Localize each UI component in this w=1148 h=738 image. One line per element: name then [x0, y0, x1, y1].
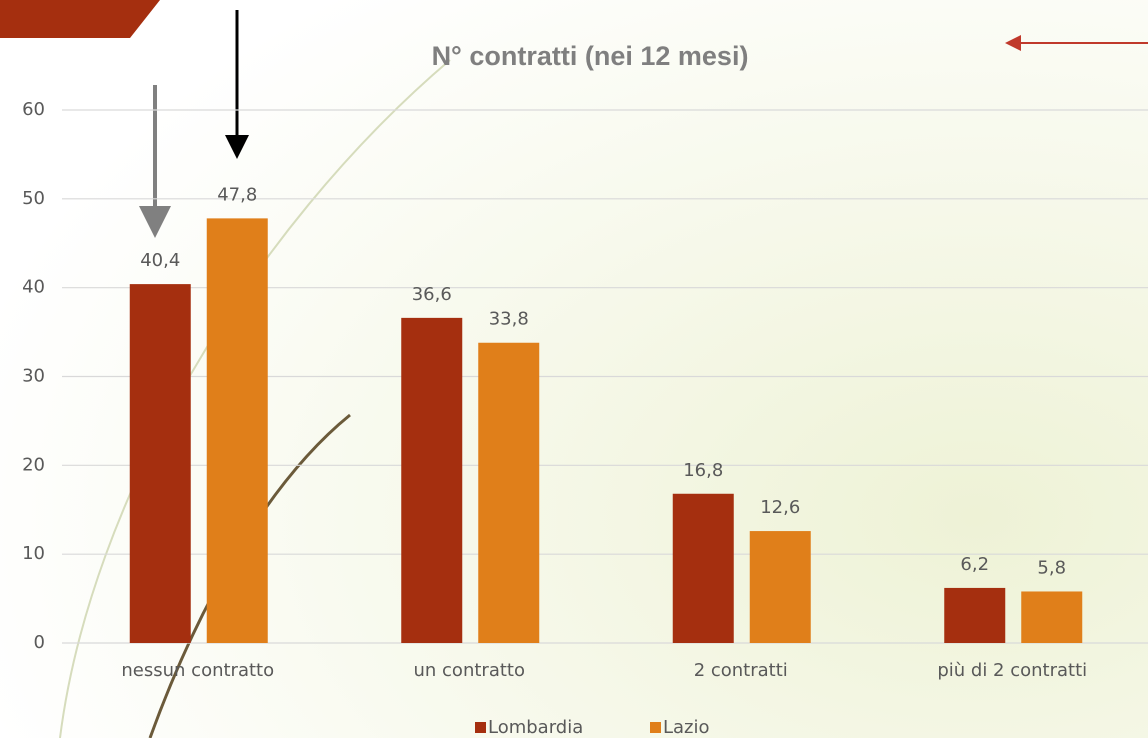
x-tick-label: più di 2 contratti — [937, 660, 1087, 681]
bar — [944, 587, 1006, 643]
x-tick-label: 2 contratti — [694, 660, 788, 681]
y-tick-label: 30 — [22, 366, 45, 387]
data-label: 6,2 — [960, 554, 989, 575]
bar — [1021, 591, 1083, 643]
data-label: 36,6 — [412, 284, 452, 305]
bar — [749, 531, 811, 643]
data-label: 40,4 — [140, 250, 180, 271]
bar — [478, 342, 540, 643]
decor-curve — [59, 59, 451, 738]
bar — [129, 284, 191, 643]
bar — [206, 218, 268, 644]
data-label: 12,6 — [760, 497, 800, 518]
x-tick-label: un contratto — [414, 660, 525, 681]
legend-swatch — [475, 722, 486, 733]
data-label: 16,8 — [683, 460, 723, 481]
x-tick-label: nessun contratto — [121, 660, 274, 681]
decor-tab — [0, 0, 160, 38]
bar — [401, 317, 463, 643]
y-tick-label: 40 — [22, 277, 45, 298]
y-tick-label: 20 — [22, 454, 45, 475]
y-tick-label: 10 — [22, 543, 45, 564]
legend-swatch — [650, 722, 661, 733]
chart-title: N° contratti (nei 12 mesi) — [432, 41, 749, 71]
data-label: 47,8 — [217, 184, 257, 205]
data-label: 5,8 — [1037, 557, 1066, 578]
data-label: 33,8 — [489, 309, 529, 330]
legend-label: Lombardia — [488, 717, 583, 738]
y-tick-label: 60 — [22, 99, 45, 120]
y-tick-label: 50 — [22, 188, 45, 209]
legend-label: Lazio — [663, 717, 710, 738]
bar — [672, 493, 734, 643]
y-tick-label: 0 — [34, 632, 45, 653]
